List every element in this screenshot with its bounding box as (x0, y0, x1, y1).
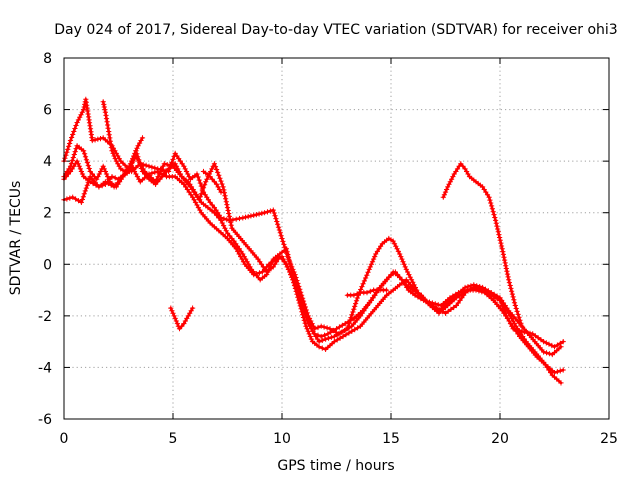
plus-markers (168, 305, 196, 332)
x-tick-labels: 0 5 10 15 20 25 (60, 431, 618, 447)
y-tick-labels: -6 -4 -2 0 2 4 6 8 (38, 51, 52, 428)
x-tick-label: 0 (60, 431, 69, 447)
series-track-7 (200, 168, 224, 195)
x-tick-label: 15 (382, 431, 400, 447)
plus-markers (440, 161, 525, 329)
x-axis-label: GPS time / hours (277, 458, 394, 474)
plus-markers (344, 287, 390, 298)
x-tick-label: 20 (491, 431, 509, 447)
y-tick-label: 6 (43, 103, 52, 119)
y-axis-label: SDTVAR / TECUs (8, 181, 24, 296)
data-series (61, 96, 566, 386)
y-tick-label: 8 (43, 51, 52, 67)
series-line (202, 170, 223, 194)
plus-markers (100, 99, 146, 175)
series-track-6 (168, 305, 196, 332)
series-track-5 (100, 99, 146, 175)
plot-frame (63, 57, 610, 420)
y-tick-label: 2 (43, 206, 52, 222)
y-tick-label: 4 (43, 154, 52, 170)
plus-markers (200, 168, 224, 195)
y-tick-label: -2 (38, 309, 52, 325)
chart-title: Day 024 of 2017, Sidereal Day-to-day VTE… (54, 22, 617, 38)
series-track-8 (440, 161, 525, 329)
y-tick-label: 0 (43, 257, 52, 273)
x-tick-label: 25 (600, 431, 618, 447)
series-track-9 (344, 287, 390, 298)
y-tick-label: -4 (38, 360, 52, 376)
x-tick-label: 10 (273, 431, 291, 447)
x-tick-label: 5 (169, 431, 178, 447)
y-tick-label: -6 (38, 412, 52, 428)
